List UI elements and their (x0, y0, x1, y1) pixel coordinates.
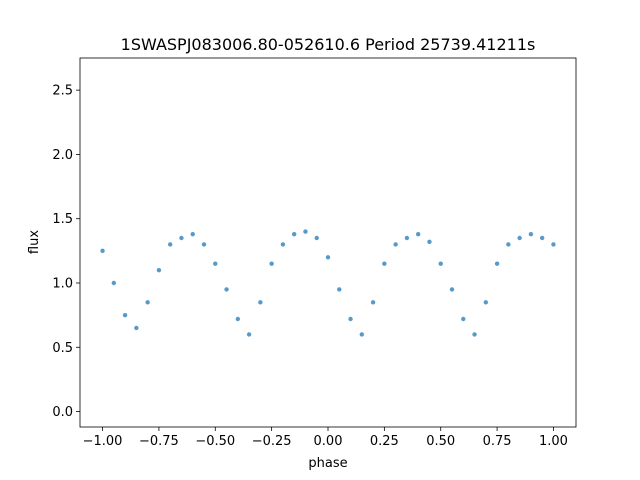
data-point (134, 325, 139, 331)
x-axis: −1.00 −0.75 −0.50 −0.25 0.00 0.25 0.50 0.75 1.00 (83, 427, 568, 449)
data-point (201, 242, 207, 247)
data-point (427, 239, 432, 245)
data-point (370, 300, 376, 305)
x-tick-label: 0.50 (426, 434, 455, 449)
x-tick-label: 0.75 (483, 434, 512, 449)
y-tick-label: 2.0 (52, 148, 73, 163)
x-tick-label: −0.50 (195, 434, 235, 449)
data-point (156, 267, 162, 273)
data-point (483, 300, 489, 305)
x-tick-label: 0.00 (314, 434, 343, 449)
y-axis-label: flux (27, 230, 42, 254)
y-tick-label: 0.5 (52, 341, 73, 356)
data-point (213, 261, 218, 266)
data-point (246, 332, 252, 337)
data-point (258, 300, 263, 305)
data-point (539, 235, 545, 241)
data-point (438, 261, 443, 266)
data-point (303, 229, 308, 234)
data-point (190, 231, 195, 237)
y-tick-label: 1.0 (52, 277, 73, 292)
data-point (404, 235, 410, 241)
data-point (348, 316, 353, 322)
data-point (449, 287, 455, 292)
data-point (337, 287, 342, 292)
data-point (235, 316, 241, 322)
x-tick-label: −0.75 (139, 434, 179, 449)
data-point (472, 332, 477, 337)
data-point (179, 235, 184, 241)
x-tick-label: 1.00 (539, 434, 568, 449)
y-tick-label: 2.5 (52, 84, 73, 99)
data-point (291, 231, 297, 237)
data-point (393, 242, 398, 247)
y-tick-label: 0.0 (52, 405, 73, 420)
data-point (359, 332, 365, 337)
data-point (415, 231, 421, 237)
data-point (325, 255, 331, 260)
data-point (382, 261, 387, 266)
y-tick-label: 1.5 (52, 212, 73, 227)
scatter-points (100, 229, 556, 337)
data-point (528, 231, 534, 237)
y-axis: 0.0 0.5 1.0 1.5 2.0 2.5 (52, 84, 80, 420)
chart-title: 1SWASPJ083006.80-052610.6 Period 25739.4… (121, 35, 536, 54)
data-point (145, 300, 150, 305)
data-point (461, 316, 466, 322)
data-point (100, 248, 105, 254)
data-point (122, 312, 128, 318)
data-point (224, 287, 229, 292)
x-axis-label: phase (308, 456, 347, 471)
x-tick-label: −1.00 (83, 434, 123, 449)
data-point (551, 242, 556, 247)
data-point (111, 280, 117, 286)
data-point (167, 242, 173, 247)
x-tick-label: −0.25 (252, 434, 292, 449)
data-point (280, 242, 286, 247)
data-point (506, 242, 511, 247)
x-tick-label: 0.25 (370, 434, 399, 449)
data-point (494, 261, 500, 266)
data-point (269, 261, 274, 266)
data-point (314, 235, 319, 241)
data-point (517, 235, 522, 241)
